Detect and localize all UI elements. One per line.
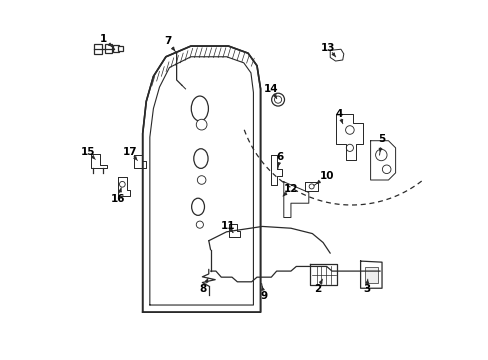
Text: 17: 17	[122, 147, 137, 157]
Bar	[118, 46, 122, 51]
Text: 2: 2	[313, 284, 321, 294]
Circle shape	[375, 149, 386, 161]
Polygon shape	[305, 182, 317, 191]
Ellipse shape	[191, 198, 204, 215]
Polygon shape	[229, 224, 240, 237]
Text: 15: 15	[81, 147, 95, 157]
Text: 9: 9	[260, 291, 267, 301]
Text: 16: 16	[110, 194, 124, 203]
Circle shape	[119, 181, 125, 187]
Circle shape	[197, 176, 205, 184]
Text: 13: 13	[321, 43, 335, 53]
Bar	[94, 44, 102, 54]
Polygon shape	[142, 46, 260, 312]
Text: 5: 5	[378, 134, 385, 144]
Polygon shape	[309, 264, 337, 285]
Circle shape	[308, 184, 313, 189]
Ellipse shape	[193, 149, 207, 168]
Text: 7: 7	[163, 36, 171, 46]
Circle shape	[271, 93, 284, 106]
Bar	[105, 44, 111, 53]
Circle shape	[382, 165, 390, 174]
Circle shape	[196, 221, 203, 228]
Polygon shape	[118, 177, 130, 196]
Text: 12: 12	[283, 184, 298, 194]
Polygon shape	[329, 49, 343, 61]
Polygon shape	[91, 154, 107, 168]
Polygon shape	[271, 155, 282, 185]
Bar	[365, 267, 377, 283]
Circle shape	[346, 144, 353, 152]
Text: 3: 3	[362, 284, 369, 294]
Ellipse shape	[191, 96, 208, 121]
Circle shape	[274, 96, 281, 103]
Text: 4: 4	[335, 109, 342, 119]
Text: 1: 1	[100, 34, 107, 44]
Text: 11: 11	[221, 221, 235, 231]
Text: 6: 6	[276, 152, 283, 162]
Circle shape	[345, 126, 353, 134]
Polygon shape	[336, 114, 363, 160]
Text: 14: 14	[264, 84, 278, 94]
Polygon shape	[134, 155, 145, 168]
Bar	[113, 45, 119, 52]
Text: 8: 8	[200, 284, 206, 294]
Polygon shape	[370, 141, 395, 180]
Polygon shape	[283, 182, 308, 217]
Text: 10: 10	[319, 171, 333, 181]
Polygon shape	[360, 261, 381, 288]
Circle shape	[196, 119, 206, 130]
